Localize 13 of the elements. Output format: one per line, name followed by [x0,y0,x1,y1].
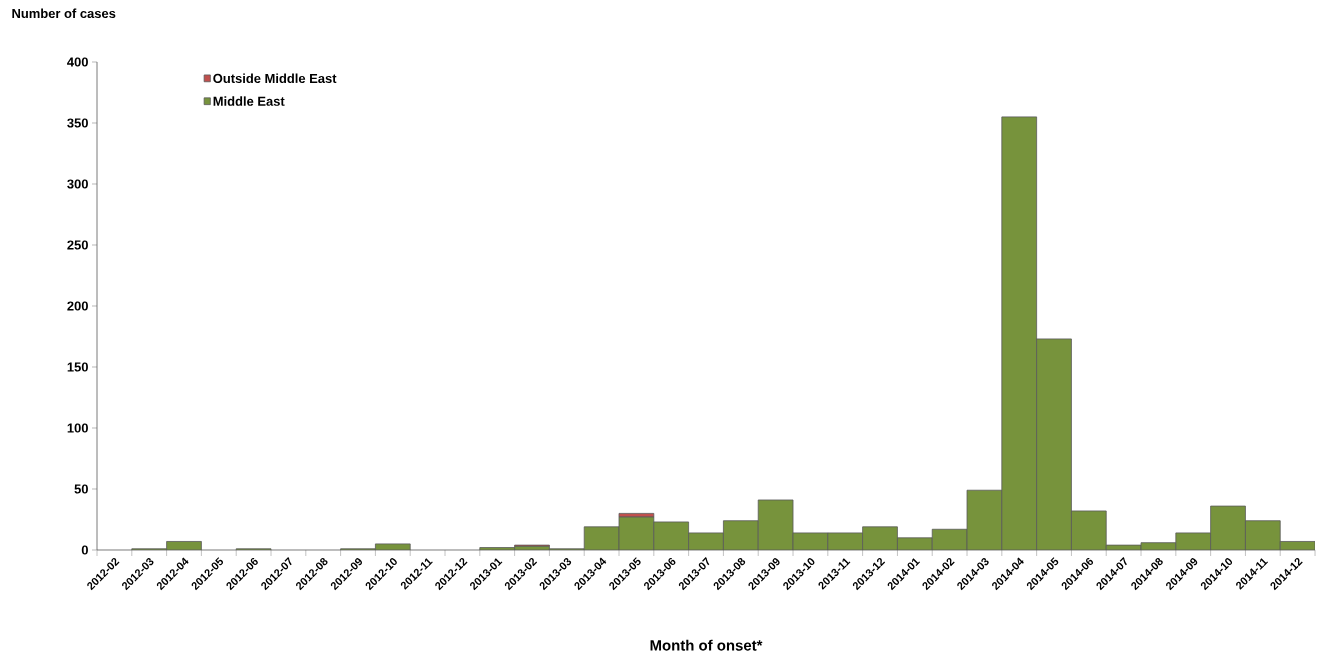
y-tick-label: 300 [67,179,88,189]
y-tick-label: 100 [67,423,88,433]
y-tick-label: 250 [67,240,88,250]
y-tick-label: 0 [81,545,88,555]
y-tick-label: 400 [67,57,88,67]
y-tick-label: 150 [67,362,88,372]
y-tick-label: 50 [74,484,88,494]
legend-label: Middle East [213,96,285,106]
y-tick-label: 350 [67,118,88,128]
y-tick-label: 200 [67,301,88,311]
y-axis-title: Number of cases [12,8,116,19]
legend-label: Outside Middle East [213,73,337,83]
x-axis-title: Month of onset* [650,639,763,651]
